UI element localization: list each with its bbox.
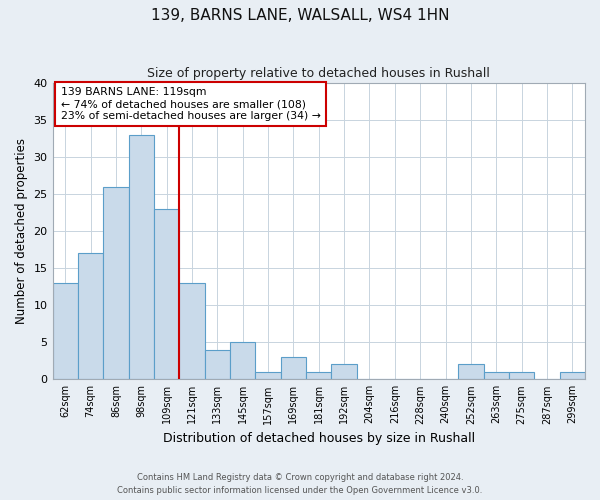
Bar <box>154 209 179 380</box>
Text: 139, BARNS LANE, WALSALL, WS4 1HN: 139, BARNS LANE, WALSALL, WS4 1HN <box>151 8 449 22</box>
Bar <box>78 254 103 380</box>
Bar <box>509 372 534 380</box>
X-axis label: Distribution of detached houses by size in Rushall: Distribution of detached houses by size … <box>163 432 475 445</box>
Bar <box>179 283 205 380</box>
Bar <box>128 135 154 380</box>
Text: 139 BARNS LANE: 119sqm
← 74% of detached houses are smaller (108)
23% of semi-de: 139 BARNS LANE: 119sqm ← 74% of detached… <box>61 88 320 120</box>
Bar <box>484 372 509 380</box>
Bar <box>306 372 331 380</box>
Bar <box>103 186 128 380</box>
Bar <box>281 357 306 380</box>
Bar <box>331 364 357 380</box>
Bar <box>256 372 281 380</box>
Bar <box>458 364 484 380</box>
Y-axis label: Number of detached properties: Number of detached properties <box>15 138 28 324</box>
Bar <box>230 342 256 380</box>
Text: Contains HM Land Registry data © Crown copyright and database right 2024.
Contai: Contains HM Land Registry data © Crown c… <box>118 473 482 495</box>
Bar <box>205 350 230 380</box>
Bar <box>53 283 78 380</box>
Bar <box>560 372 585 380</box>
Title: Size of property relative to detached houses in Rushall: Size of property relative to detached ho… <box>148 68 490 80</box>
